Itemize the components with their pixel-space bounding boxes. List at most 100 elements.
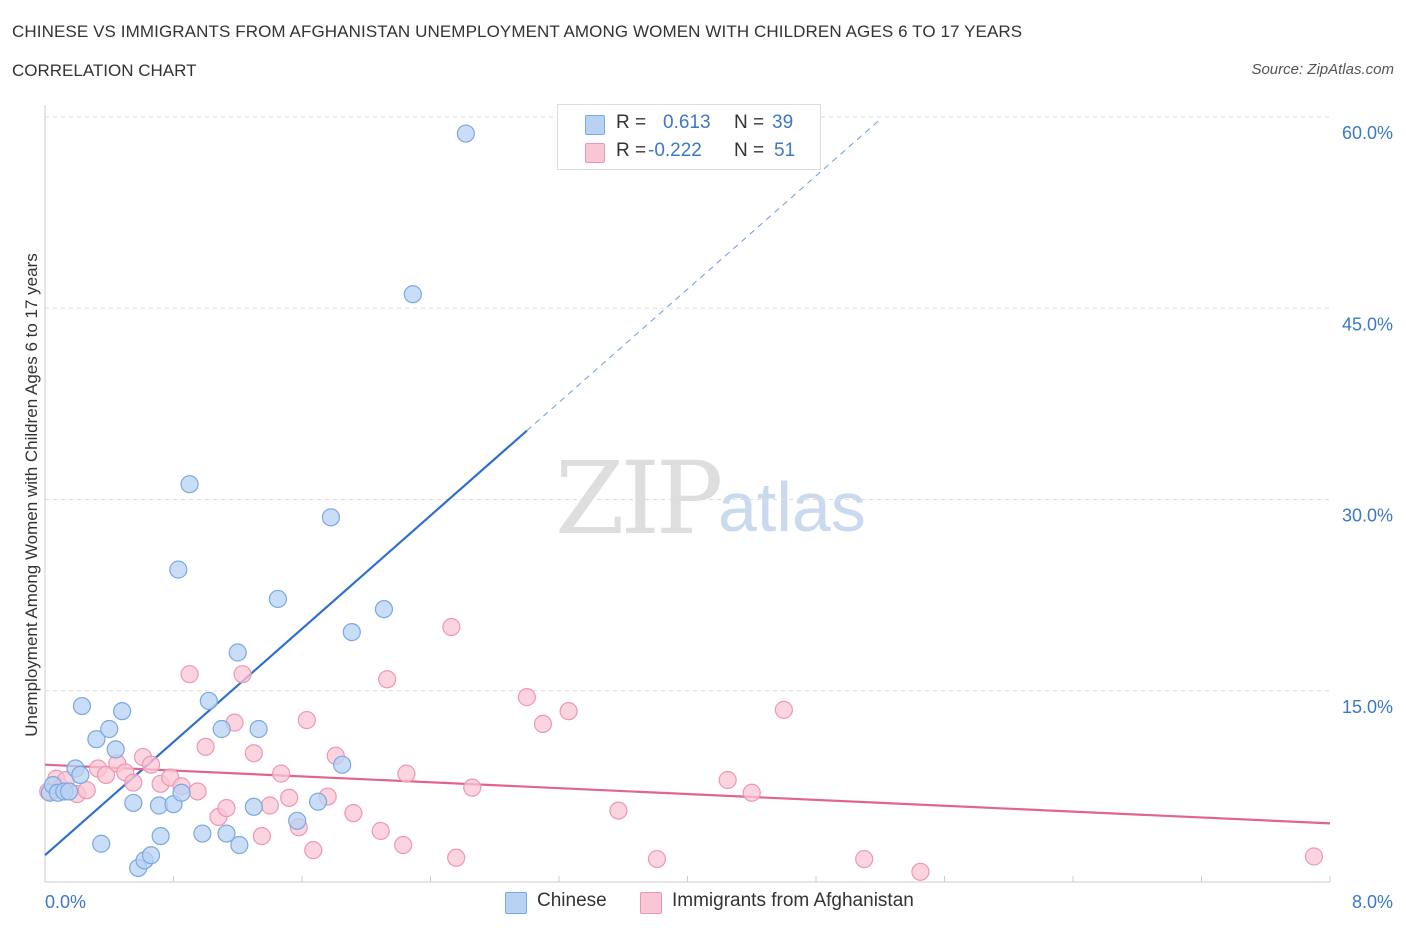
watermark-atlas: atlas [718,468,866,546]
point-afghan [124,773,143,792]
point-chinese [374,600,394,619]
legend-n-value: 51 [774,140,796,161]
point-afghan [141,755,161,774]
point-afghan [442,617,461,637]
point-chinese [172,783,191,802]
point-afghan [397,764,416,783]
x-tick-label: 8.0% [1352,892,1393,912]
point-afghan [280,788,299,807]
point-chinese [106,740,125,759]
point-afghan [180,665,199,684]
point-afghan [244,744,263,763]
point-chinese [228,643,247,662]
point-afghan [533,714,553,734]
y-tick-label: 30.0% [1342,506,1393,526]
point-afghan [217,798,236,818]
point-chinese [288,811,307,830]
legend-r-value: -0.222 [648,140,702,161]
point-afghan [447,848,466,867]
point-chinese [180,475,199,494]
point-chinese [112,702,132,721]
point-afghan [196,737,215,756]
point-afghan [297,710,316,730]
point-chinese [71,765,90,785]
legend-n-value: 39 [772,112,794,133]
legend-r-value: 0.613 [663,112,711,133]
point-chinese [100,719,119,739]
point-afghan [96,765,116,785]
legend-r-label: R = [616,112,647,133]
watermark-zip: ZIP [555,440,723,557]
point-afghan [378,670,397,689]
source-credit: Source: ZipAtlas.com [1251,61,1394,78]
y-axis-title-container: Unemployment Among Women with Children A… [17,110,47,880]
legend-swatch-chinese [585,115,605,135]
point-afghan [188,782,207,801]
legend-n-label: N = [734,140,765,161]
point-chinese [321,508,341,527]
point-chinese [193,824,212,843]
point-afghan [647,849,667,869]
points-layer [39,124,1324,881]
y-axis-title: Unemployment Among Women with Children A… [22,253,41,737]
point-chinese [342,622,361,642]
point-afghan [559,702,578,721]
point-chinese [403,285,422,304]
tick-label-layer: 15.0% 30.0% 45.0% 60.0% 0.0% 8.0% [45,123,1393,912]
bottom-legend-label-chinese: Chinese [537,890,607,911]
point-afghan [272,764,291,783]
point-chinese [230,835,249,855]
grid-layer [45,116,1330,692]
legend-swatch-afghan [585,143,605,163]
point-afghan [742,783,761,802]
point-chinese [124,793,143,813]
point-afghan [371,821,390,841]
point-chinese [456,124,475,143]
point-chinese [141,846,161,865]
point-chinese [87,730,106,749]
point-chinese [199,691,218,711]
axis-layer [44,105,1331,883]
point-afghan [718,770,737,790]
point-chinese [72,696,92,716]
bottom-legend-label-afghan: Immigrants from Afghanistan [672,890,914,911]
chart-subtitle: CORRELATION CHART [12,61,197,80]
point-chinese [151,826,170,846]
point-afghan [252,826,271,846]
trendline-extension-chinese [526,118,881,432]
bottom-legend-swatch-afghan [640,892,662,914]
trendline-afghan [44,763,1331,825]
point-chinese [244,797,263,816]
point-afghan [609,801,628,820]
y-tick-label: 60.0% [1342,123,1393,143]
point-afghan [1304,847,1324,866]
point-afghan [855,849,874,869]
point-afghan [344,804,363,823]
chart-title: CHINESE VS IMMIGRANTS FROM AFGHANISTAN U… [12,22,1023,41]
point-afghan [394,835,413,855]
trend-layer [44,118,1331,857]
point-afghan [911,862,930,881]
point-afghan [304,841,323,860]
legend-row-afghan: R = -0.222 N = 51 [558,139,820,167]
legend-n-label: N = [734,112,765,133]
point-chinese [212,719,231,739]
point-afghan [77,781,96,800]
point-chinese [169,560,188,579]
point-afghan [260,796,279,815]
legend-row-chinese: R = 0.613 N = 39 [558,111,820,139]
point-chinese [308,792,328,811]
legend-r-label: R = [616,140,647,161]
point-afghan [517,688,536,707]
point-afghan [233,665,252,684]
point-chinese [249,719,268,739]
point-chinese [92,834,111,853]
point-chinese [333,755,352,774]
x-tick-label: 0.0% [45,892,86,912]
y-tick-label: 15.0% [1342,697,1393,717]
point-chinese [59,782,79,801]
point-chinese [217,824,236,843]
bottom-legend-swatch-chinese [505,892,527,914]
point-afghan [463,778,482,797]
